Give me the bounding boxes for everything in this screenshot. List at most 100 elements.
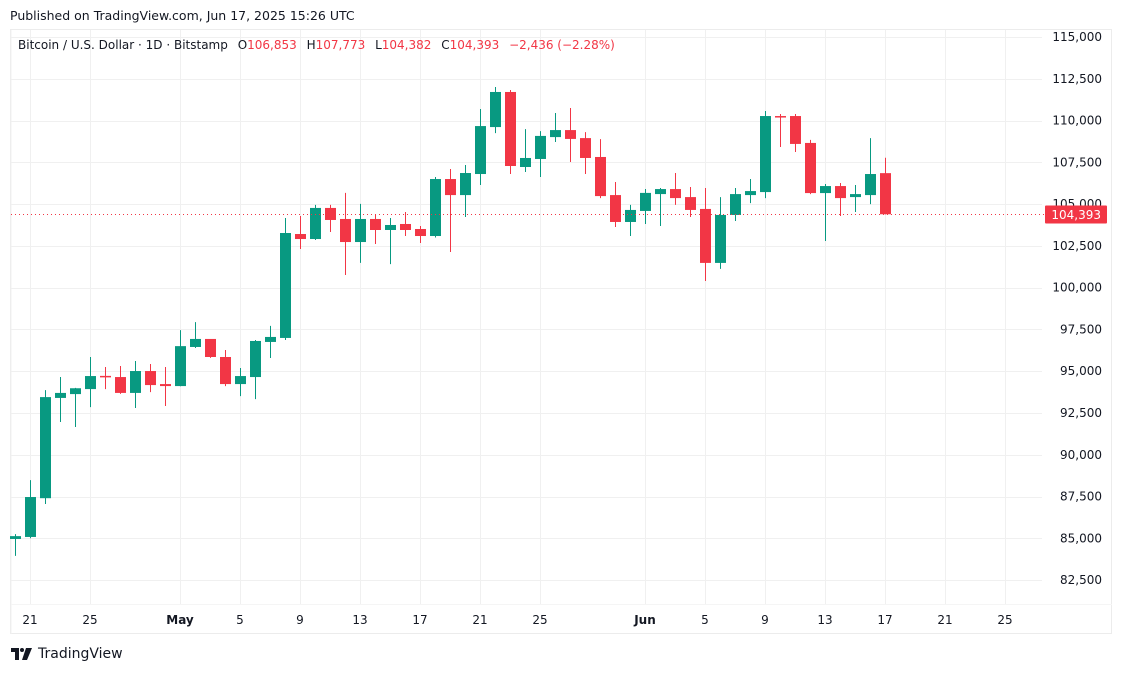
candle-body-up — [10, 536, 21, 539]
candle-body-up — [130, 371, 141, 393]
x-tick-label: 17 — [877, 613, 892, 627]
high-label: H — [306, 38, 316, 52]
y-tick-label: 112,500 — [1052, 72, 1102, 86]
candle-body-down — [445, 179, 456, 196]
candle-body-down — [880, 173, 891, 215]
low-label: L — [375, 38, 382, 52]
candle-body-up — [730, 194, 741, 215]
candle-body-up — [385, 224, 396, 231]
y-tick-label: 110,000 — [1052, 114, 1102, 128]
candle-body-up — [175, 346, 186, 387]
brand-name: TradingView — [38, 646, 123, 662]
candle-body-up — [40, 397, 51, 499]
x-tick-label: 5 — [236, 613, 244, 627]
published-caption: Published on TradingView.com, Jun 17, 20… — [10, 8, 355, 23]
candle-body-down — [835, 186, 846, 199]
candle-body-down — [325, 207, 336, 220]
x-tick-label: 9 — [761, 613, 769, 627]
candle-body-down — [595, 156, 606, 197]
candle-body-up — [190, 338, 201, 347]
tradingview-logo-icon — [11, 648, 32, 660]
y-tick-label: 107,500 — [1052, 155, 1102, 169]
candle-body-down — [145, 371, 156, 386]
candle-body-up — [535, 135, 546, 159]
x-tick-label: 21 — [472, 613, 487, 627]
chart-legend: Bitcoin / U.S. Dollar · 1D · Bitstamp O1… — [18, 38, 615, 52]
high-value: 107,773 — [315, 38, 366, 52]
open-value: 106,853 — [247, 38, 297, 52]
candle-body-down — [400, 223, 411, 231]
candle-body-up — [640, 192, 651, 211]
candle-body-up — [865, 174, 876, 196]
footer: TradingView — [11, 646, 123, 662]
x-tick-label: 13 — [352, 613, 367, 627]
candle-body-up — [235, 376, 246, 385]
x-tick-label: 25 — [532, 613, 547, 627]
candle-body-up — [460, 173, 471, 196]
y-tick-label: 92,500 — [1060, 406, 1102, 420]
y-tick-label: 97,500 — [1060, 322, 1102, 336]
x-tick-label: May — [166, 613, 194, 627]
candle-body-down — [670, 189, 681, 199]
symbol-title[interactable]: Bitcoin / U.S. Dollar · 1D · Bitstamp — [18, 38, 228, 52]
x-tick-label: Jun — [633, 613, 656, 627]
candle-body-down — [115, 377, 126, 393]
candle-body-up — [85, 376, 96, 390]
candle-body-up — [490, 91, 501, 128]
candle-body-up — [280, 233, 291, 338]
x-tick-label: 17 — [412, 613, 427, 627]
candle-body-up — [745, 191, 756, 196]
candle-body-down — [805, 142, 816, 194]
candle-body-down — [700, 208, 711, 263]
y-tick-label: 115,000 — [1052, 30, 1102, 44]
close-label: C — [441, 38, 450, 52]
y-tick-label: 82,500 — [1060, 573, 1102, 587]
candle-body-down — [160, 384, 171, 387]
candle-body-up — [430, 179, 441, 237]
y-tick-label: 100,000 — [1052, 281, 1102, 295]
candle-body-up — [310, 207, 321, 240]
candle-body-up — [550, 130, 561, 138]
x-tick-label: 21 — [937, 613, 952, 627]
candle-body-down — [220, 356, 231, 385]
candle-body-up — [25, 497, 36, 537]
y-tick-label: 87,500 — [1060, 490, 1102, 504]
open-label: O — [237, 38, 248, 52]
candle-body-down — [340, 218, 351, 243]
candle-body-up — [265, 336, 276, 342]
candle-body-up — [55, 392, 66, 398]
candle-body-up — [250, 340, 261, 378]
last-price-badge — [1045, 205, 1107, 224]
candle-body-up — [355, 218, 366, 243]
candle-body-up — [715, 214, 726, 263]
candle-body-down — [415, 228, 426, 237]
candle-body-up — [850, 194, 861, 198]
candle-body-down — [295, 234, 306, 240]
candle-body-down — [775, 116, 786, 118]
change-value: −2,436 (−2.28%) — [509, 38, 615, 52]
x-tick-label: 25 — [997, 613, 1012, 627]
candle-body-up — [625, 209, 636, 222]
candle-body-down — [610, 195, 621, 222]
candle-body-down — [790, 116, 801, 144]
candle-body-up — [760, 116, 771, 193]
close-value: 104,393 — [449, 38, 500, 52]
y-tick-label: 85,000 — [1060, 531, 1102, 545]
x-tick-label: 21 — [22, 613, 37, 627]
candle-body-up — [70, 388, 81, 395]
low-value: 104,382 — [381, 38, 432, 52]
candle-body-up — [475, 126, 486, 175]
candle-body-down — [505, 91, 516, 167]
x-tick-label: 5 — [701, 613, 709, 627]
y-tick-label: 95,000 — [1060, 364, 1102, 378]
candle-body-up — [820, 186, 831, 194]
candle-body-down — [205, 338, 216, 357]
y-tick-label: 102,500 — [1052, 239, 1102, 253]
candle-body-down — [685, 197, 696, 210]
candle-body-down — [100, 375, 111, 378]
candle-body-down — [370, 218, 381, 231]
candle-body-up — [655, 189, 666, 195]
x-tick-label: 9 — [296, 613, 304, 627]
last-price-label: 104,393 — [1051, 208, 1101, 222]
